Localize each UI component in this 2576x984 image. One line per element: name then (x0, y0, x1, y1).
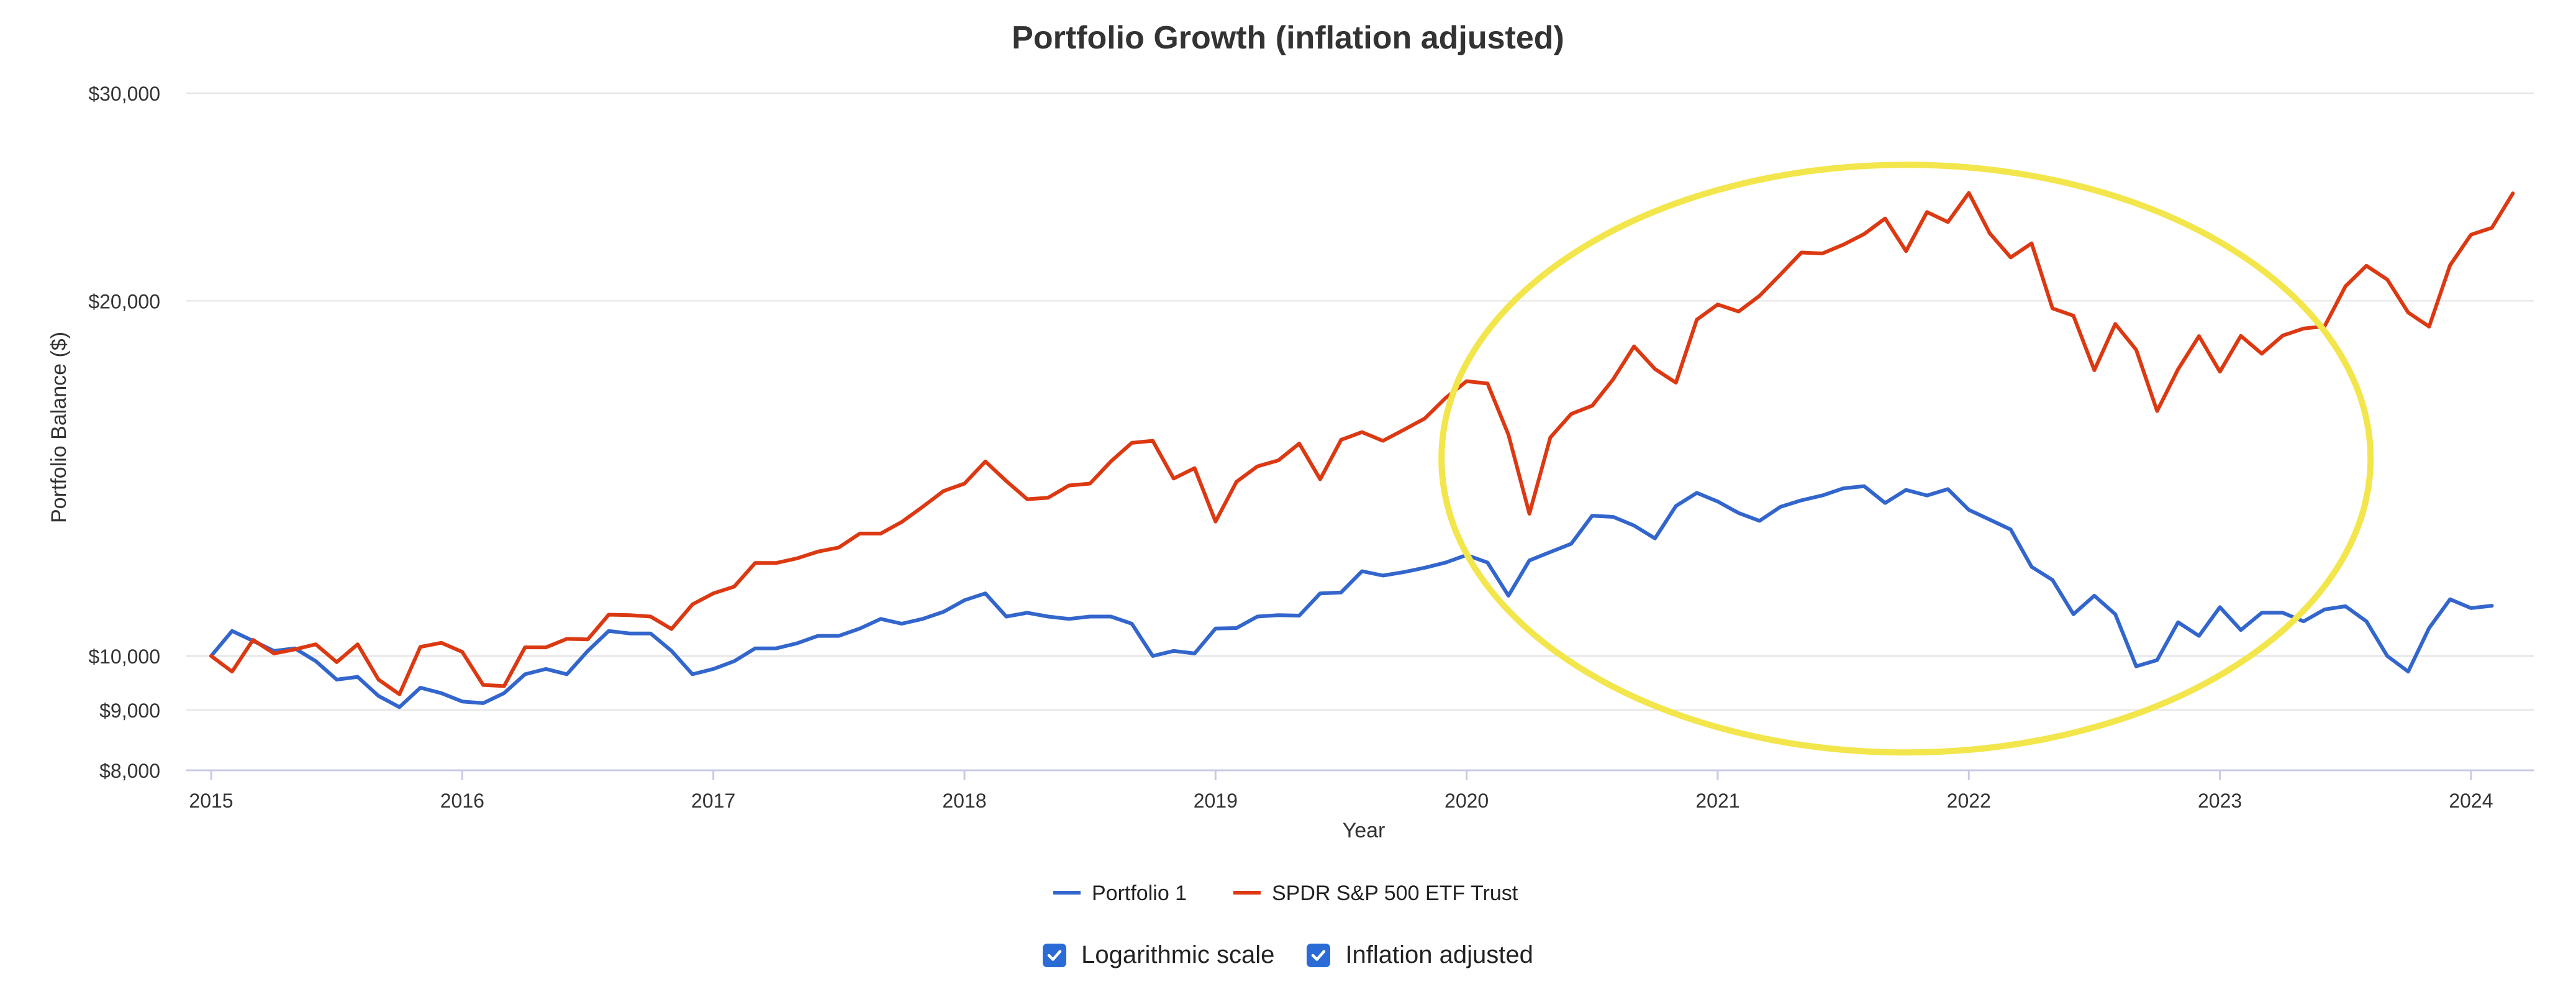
x-axis-label: Year (1343, 819, 1386, 842)
y-tick-label: $30,000 (88, 83, 160, 105)
inflation-adjusted-label: Inflation adjusted (1345, 941, 1533, 968)
chart-title: Portfolio Growth (inflation adjusted) (1012, 20, 1564, 56)
y-tick-label: $20,000 (88, 290, 160, 312)
y-axis-label: Portfolio Balance ($) (47, 332, 71, 523)
series-line-portfolio-1 (209, 484, 2494, 709)
legend-label-portfolio-1: Portfolio 1 (1092, 882, 1187, 905)
highlight-annotation (1438, 162, 2374, 756)
y-tick-label: $8,000 (99, 760, 160, 782)
checkmark-icon (1047, 949, 1062, 961)
inflation-adjusted-checkbox[interactable] (1307, 943, 1331, 967)
legend-label-spdr: SPDR S&P 500 ETF Trust (1272, 882, 1518, 905)
legend-item-spdr[interactable]: SPDR S&P 500 ETF Trust (1233, 882, 1518, 905)
x-tick-label: 2015 (189, 790, 233, 812)
inflation-adjusted-option[interactable]: Inflation adjusted (1307, 941, 1533, 969)
x-tick-label: 2023 (2198, 790, 2242, 812)
x-tick-label: 2024 (2449, 790, 2493, 812)
x-tick-label: 2016 (440, 790, 484, 812)
x-tick-label: 2018 (942, 790, 986, 812)
legend: Portfolio 1 SPDR S&P 500 ETF Trust (1053, 882, 1518, 905)
log-scale-option[interactable]: Logarithmic scale (1043, 941, 1274, 969)
x-tick-label: 2017 (691, 790, 735, 812)
x-tick-label: 2022 (1947, 790, 1991, 812)
y-tick-label: $10,000 (88, 645, 160, 668)
x-tick-label: 2019 (1194, 790, 1238, 812)
log-scale-label: Logarithmic scale (1081, 941, 1275, 968)
highlight-ellipse (1438, 162, 2374, 756)
series-lines (209, 191, 2515, 709)
log-scale-checkbox[interactable] (1043, 943, 1067, 967)
x-tick-label: 2020 (1444, 790, 1489, 812)
y-tick-label: $9,000 (99, 699, 160, 722)
checkmark-icon (1312, 949, 1326, 961)
series-line-spdr (209, 191, 2515, 696)
axes: $8,000 $9,000 $10,000 $20,000 $30,000 2015 201… (88, 83, 2534, 812)
chart-options: Logarithmic scale Inflation adjusted (0, 941, 2576, 969)
x-tick-label: 2021 (1695, 790, 1739, 812)
legend-item-portfolio-1[interactable]: Portfolio 1 (1053, 882, 1187, 905)
